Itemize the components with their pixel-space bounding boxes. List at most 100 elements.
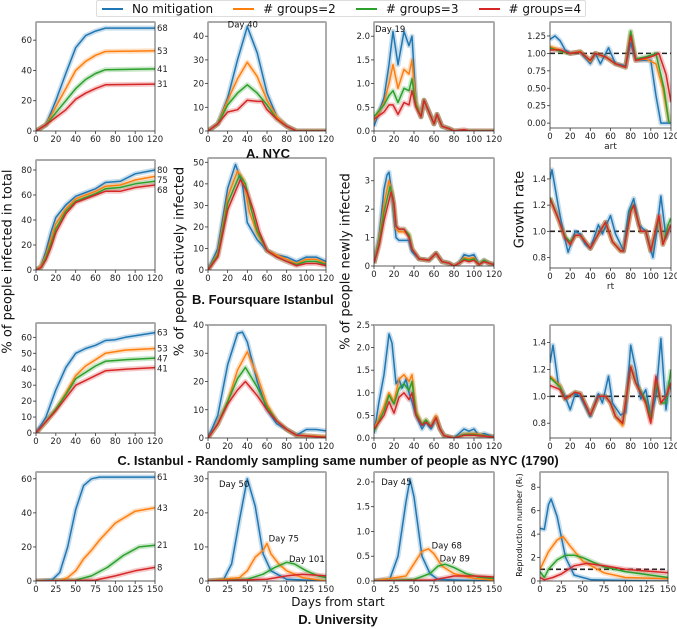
series-line bbox=[36, 169, 155, 270]
series-line bbox=[208, 163, 326, 270]
legend-swatch bbox=[233, 7, 255, 10]
end-value-label: 80 bbox=[157, 166, 168, 176]
y-tick-label: 2.0 bbox=[356, 478, 370, 488]
row-title-b: B. Foursquare Istanbul bbox=[192, 292, 334, 307]
peak-annotation: Day 40 bbox=[228, 20, 258, 30]
y-tick-label: 40 bbox=[193, 321, 204, 331]
y-tick-label: 60 bbox=[21, 475, 32, 485]
x-tick-label: 0 bbox=[33, 585, 38, 595]
x-tick-label: 20 bbox=[565, 442, 576, 452]
row-title-a: A. NYC bbox=[245, 146, 291, 161]
x-tick-label: 120 bbox=[663, 272, 677, 282]
y-tick-label: 0 bbox=[531, 577, 536, 587]
x-tick-label: 100 bbox=[279, 585, 295, 595]
y-tick-label: 30 bbox=[193, 56, 204, 66]
x-tick-label: 120 bbox=[318, 442, 334, 452]
end-value-label: 41 bbox=[157, 365, 168, 375]
series-line bbox=[208, 99, 326, 131]
x-tick-label: 20 bbox=[565, 272, 576, 282]
x-tick-label: 60 bbox=[429, 442, 440, 452]
panel-d-1: 0 25 50 75 100 125 150 0 20 40 60 61 43 21 8 bbox=[21, 471, 168, 595]
y-tick-label: 80 bbox=[21, 166, 32, 176]
y-tick-label: 10 bbox=[193, 543, 204, 553]
legend-label: # groups=3 bbox=[385, 1, 459, 16]
peak-annotation: Day 45 bbox=[381, 478, 411, 488]
x-tick-label: 100 bbox=[466, 135, 482, 145]
x-tick-label: 50 bbox=[70, 585, 81, 595]
y-tick-label: 2.0 bbox=[356, 32, 370, 42]
y-tick-label: 0 bbox=[365, 262, 370, 272]
legend-item-groups-2: # groups=2 bbox=[233, 2, 336, 16]
y-tick-label: 40 bbox=[193, 32, 204, 42]
series-line bbox=[374, 478, 494, 581]
panel-d-4: 0 25 50 75 100 125 150 0 2 4 6 8 bbox=[531, 471, 676, 595]
x-tick-label: 50 bbox=[409, 585, 420, 595]
peak-annotation: Day 75 bbox=[269, 534, 299, 544]
x-tick-label: 40 bbox=[70, 135, 81, 145]
series-line bbox=[208, 380, 326, 438]
ylabel-active: % of people actively infected bbox=[172, 166, 188, 357]
x-tick-label: 120 bbox=[486, 135, 502, 145]
x-tick-label: 50 bbox=[242, 585, 253, 595]
x-tick-label: 0 bbox=[537, 585, 542, 595]
x-tick-label: 80 bbox=[110, 135, 121, 145]
x-tick-label: 120 bbox=[147, 135, 163, 145]
y-tick-label: 10 bbox=[21, 413, 32, 423]
x-tick-label: 60 bbox=[429, 270, 440, 280]
y-tick-label: 2 bbox=[531, 554, 536, 564]
panel-a-2: 0 20 40 60 80 100 120 0 10 20 30 40 Day 40 bbox=[193, 20, 334, 145]
x-tick-label: 40 bbox=[242, 274, 253, 284]
x-tick-label: 20 bbox=[389, 270, 400, 280]
x-tick-label: 100 bbox=[107, 585, 123, 595]
axes-frame bbox=[35, 471, 156, 582]
x-tick-label: 20 bbox=[50, 135, 61, 145]
x-tick-label: 120 bbox=[318, 135, 334, 145]
panel-b-4: 0 20 40 60 80 100 120 0.8 1.0 1.2 1.4 rt bbox=[532, 157, 677, 292]
x-tick-label: 125 bbox=[127, 585, 143, 595]
ylabel-total: % of people infected in total bbox=[0, 169, 16, 354]
panel-d-3: 0 25 50 75 100 125 150 0.0 0.5 1.0 1.5 2.0 Day 45 Day… bbox=[356, 471, 502, 595]
x-tick-label: 20 bbox=[222, 135, 233, 145]
y-tick-label: 0 bbox=[199, 577, 204, 587]
legend-item-groups-4: # groups=4 bbox=[478, 2, 581, 16]
y-tick-label: 0.8 bbox=[532, 254, 546, 264]
y-tick-label: 0 bbox=[27, 266, 32, 276]
end-value-label: 41 bbox=[157, 65, 168, 75]
end-value-label: 47 bbox=[157, 355, 168, 365]
y-tick-label: 8 bbox=[531, 483, 536, 493]
series-line bbox=[374, 191, 494, 266]
y-tick-label: 20 bbox=[193, 509, 204, 519]
x-tick-label: 120 bbox=[147, 274, 163, 284]
y-tick-label: 6 bbox=[531, 507, 536, 517]
y-tick-label: 40 bbox=[21, 66, 32, 76]
legend-swatch bbox=[102, 7, 123, 10]
x-tick-label: 80 bbox=[281, 442, 292, 452]
x-tick-label: 40 bbox=[70, 437, 81, 447]
panel-a-3: 0 20 40 60 80 100 120 0.0 0.5 1.0 1.5 2.0 Day 19 bbox=[356, 21, 502, 145]
series-line bbox=[208, 478, 326, 581]
x-tick-label: 80 bbox=[110, 437, 121, 447]
y-tick-label: 0.5 bbox=[356, 103, 370, 113]
x-tick-label: 150 bbox=[147, 585, 163, 595]
ylabel-new: % of people newly infected bbox=[338, 173, 354, 350]
x-tick-label: 150 bbox=[486, 585, 502, 595]
series-line bbox=[540, 554, 668, 579]
x-tick-label: 120 bbox=[663, 132, 677, 142]
y-tick-label: 20 bbox=[21, 397, 32, 407]
legend-swatch bbox=[478, 7, 500, 10]
y-tick-label: 30 bbox=[193, 475, 204, 485]
series-line bbox=[550, 35, 671, 124]
end-value-label: 31 bbox=[157, 80, 168, 90]
y-tick-label: 0 bbox=[199, 127, 204, 137]
y-tick-label: 50 bbox=[21, 349, 32, 359]
x-tick-label: 0 bbox=[205, 585, 210, 595]
end-value-label: 68 bbox=[157, 24, 168, 34]
y-tick-label: 0.50 bbox=[527, 84, 546, 94]
x-tick-label: 100 bbox=[466, 270, 482, 280]
x-tick-label: 40 bbox=[409, 135, 420, 145]
y-tick-label: 2.5 bbox=[356, 321, 370, 331]
y-tick-label: 1.00 bbox=[527, 49, 546, 59]
x-axis-label: rt bbox=[607, 282, 615, 292]
x-tick-label: 40 bbox=[242, 442, 253, 452]
y-tick-label: 1.2 bbox=[532, 365, 546, 375]
